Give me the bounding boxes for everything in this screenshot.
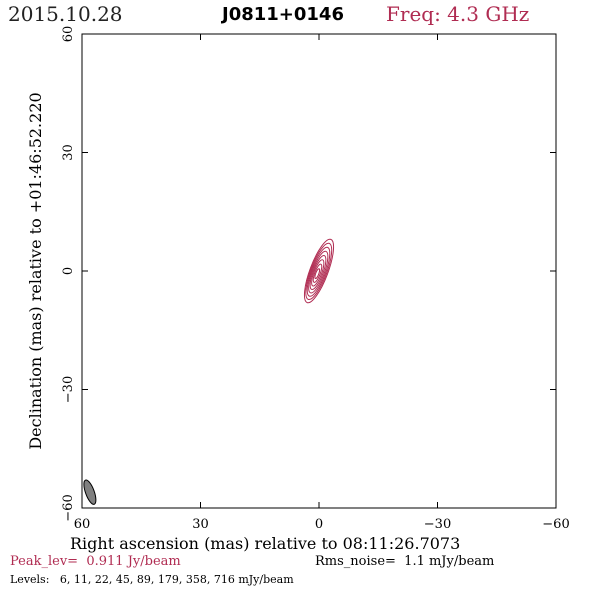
contour-level bbox=[306, 246, 331, 297]
contour-level bbox=[303, 238, 335, 304]
y-tick-label: −30 bbox=[61, 376, 76, 403]
y-tick-label: −60 bbox=[61, 494, 76, 521]
beam-ellipse bbox=[83, 479, 97, 505]
x-tick-label: 30 bbox=[192, 517, 209, 532]
y-tick-label: 0 bbox=[61, 267, 76, 275]
contour-level bbox=[314, 268, 321, 280]
x-tick-label: 60 bbox=[74, 517, 91, 532]
contour-levels: Levels: 6, 11, 22, 45, 89, 179, 358, 716… bbox=[10, 573, 294, 586]
source-name: J0811+0146 bbox=[222, 4, 344, 25]
levels-label: Levels: bbox=[10, 573, 50, 586]
x-tick-label: 0 bbox=[315, 517, 323, 532]
rms-noise-value: 1.1 mJy/beam bbox=[404, 554, 495, 569]
x-tick-label: −30 bbox=[424, 517, 451, 532]
plot-frame bbox=[81, 33, 557, 509]
contour-level bbox=[312, 263, 323, 283]
y-axis-label: Declination (mas) relative to +01:46:52.… bbox=[26, 92, 45, 449]
observation-date: 2015.10.28 bbox=[8, 2, 123, 26]
rms-noise: Rms_noise= 1.1 mJy/beam bbox=[315, 554, 494, 569]
rms-noise-label: Rms_noise= bbox=[315, 554, 396, 569]
contour-level bbox=[308, 250, 329, 294]
x-tick-label: −60 bbox=[542, 517, 569, 532]
peak-level-label: Peak_lev= bbox=[10, 554, 79, 569]
y-tick-label: 30 bbox=[61, 144, 76, 161]
beam-shape bbox=[83, 479, 97, 505]
source-contours bbox=[303, 238, 335, 304]
y-tick-label: 60 bbox=[61, 26, 76, 43]
contour-level bbox=[305, 242, 333, 301]
contour-level bbox=[309, 254, 327, 291]
peak-level: Peak_lev= 0.911 Jy/beam bbox=[10, 554, 181, 569]
contour-level bbox=[311, 259, 325, 287]
frequency-label: Freq: 4.3 GHz bbox=[386, 2, 530, 26]
peak-level-value: 0.911 Jy/beam bbox=[86, 554, 181, 569]
x-axis-label: Right ascension (mas) relative to 08:11:… bbox=[70, 534, 461, 553]
levels-value: 6, 11, 22, 45, 89, 179, 358, 716 mJy/bea… bbox=[59, 573, 294, 586]
